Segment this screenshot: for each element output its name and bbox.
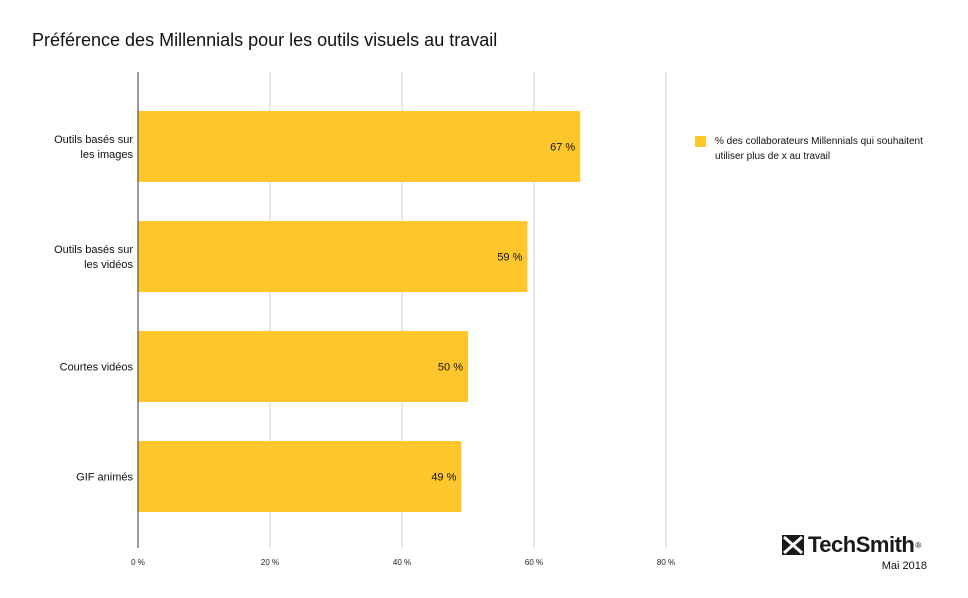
data-label: 49 % [431,472,456,484]
brand-name: TechSmith [808,532,915,557]
legend-label: % des collaborateurs Millennials qui sou… [715,136,923,162]
x-tick-label: 0 % [131,558,145,567]
data-label: 59 % [497,252,522,264]
labels: 0 % 20 % 40 % 60 % 80 % 67 % Outils basés sur l… [54,134,675,567]
category-label: Outils basés sur [54,244,133,256]
legend: % des collaborateurs Millennials qui sou… [695,134,925,164]
x-tick-label: 80 % [657,558,675,567]
legend-swatch [695,136,706,147]
brand-block: TechSmith ® Mai 2018 [782,532,942,572]
category-label: GIF animés [76,472,133,484]
bar [138,441,462,512]
registered-mark: ® [915,540,922,550]
data-label: 50 % [438,362,463,374]
report-date: Mai 2018 [881,560,927,572]
category-label: les vidéos [84,259,133,271]
techsmith-logo-icon [782,535,804,555]
bar [138,221,528,292]
category-label: Outils basés sur [54,134,133,146]
x-tick-label: 60 % [525,558,543,567]
x-tick-label: 20 % [261,558,279,567]
data-label: 67 % [550,142,575,154]
x-tick-label: 40 % [393,558,411,567]
category-label: Courtes vidéos [60,362,134,374]
bar [138,111,581,182]
bar [138,331,468,402]
category-label: les images [80,149,133,161]
chart-title: Préférence des Millennials pour les outi… [32,30,498,50]
bars [138,111,581,512]
